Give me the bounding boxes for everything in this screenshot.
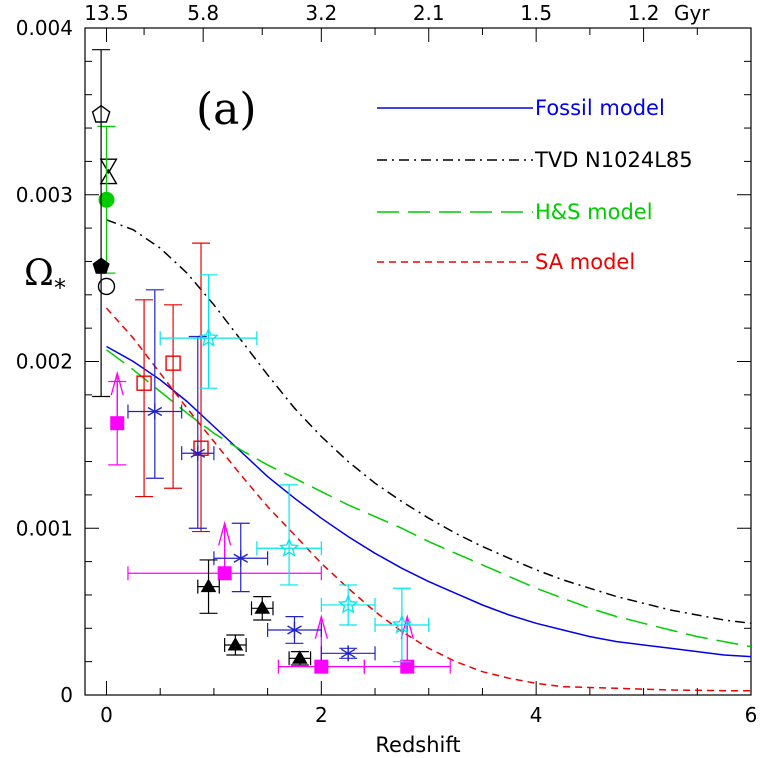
data-point <box>374 587 430 663</box>
data-point <box>320 584 376 626</box>
data-point <box>97 125 116 274</box>
marker-filled-square <box>400 659 415 674</box>
data-point <box>135 299 154 498</box>
x-axis-label: Redshift <box>375 733 460 757</box>
legend-label: H&S model <box>535 200 653 224</box>
y-tick-label: 0.004 <box>16 16 73 40</box>
x-tick-label: 6 <box>745 703 758 727</box>
marker-open-star <box>391 614 413 634</box>
top-axis-unit: Gyr <box>674 1 710 25</box>
curve-fossil-model <box>106 345 751 658</box>
top-tick-label: 13.5 <box>84 1 129 25</box>
top-tick-label: 3.2 <box>305 1 337 25</box>
legend-label: TVD N1024L85 <box>534 148 693 172</box>
lower-limit-arrow-head <box>218 520 232 546</box>
x-tick-label: 2 <box>315 703 328 727</box>
data-point <box>213 522 269 593</box>
legend-label: SA model <box>535 250 635 274</box>
data-point <box>97 277 116 296</box>
data-point <box>363 614 451 674</box>
marker-open-triangle-up <box>99 168 118 185</box>
y-tick-label: 0.001 <box>16 516 73 540</box>
marker-open-star <box>337 594 359 614</box>
x-tick-label: 0 <box>100 703 113 727</box>
data-point <box>320 645 376 662</box>
lower-limit-arrow-head <box>400 614 414 639</box>
data-point <box>224 634 247 656</box>
marker-open-circle <box>97 277 116 296</box>
panel-label: (a) <box>196 84 257 135</box>
marker-filled-square <box>217 566 232 581</box>
x-tick-label: 4 <box>530 703 543 727</box>
marker-open-star <box>198 327 219 347</box>
plot-frame <box>84 27 752 696</box>
axis-ticks: 0 2 4 6 0 0.001 0.002 0.003 0.004 13.5 5.8 3.2 2.1 1.… <box>16 1 758 727</box>
data-points <box>91 49 451 674</box>
marker-asterisk-stroke <box>147 406 163 417</box>
marker-open-star <box>278 537 300 557</box>
plot-border <box>84 27 752 696</box>
y-tick-label: 0.002 <box>16 350 73 374</box>
top-tick-label: 1.2 <box>628 1 660 25</box>
top-tick-label: 5.8 <box>187 1 219 25</box>
legend: Fossil model TVD N1024L85 H&S model SA mode… <box>377 96 693 274</box>
y-tick-label: 0.003 <box>16 183 73 207</box>
marker-filled-triangle <box>227 637 244 651</box>
data-point <box>267 616 322 644</box>
model-curves <box>105 219 751 692</box>
lower-limit-arrow-head <box>314 614 328 639</box>
data-point <box>99 168 118 185</box>
data-point <box>127 289 183 479</box>
data-point <box>99 158 118 175</box>
marker-filled-square <box>110 416 125 431</box>
lower-limit-arrow-head <box>110 370 124 396</box>
marker-asterisk-stroke <box>190 448 206 458</box>
legend-label: Fossil model <box>535 96 665 120</box>
y-tick-label: 0 <box>60 683 73 707</box>
marker-filled-triangle <box>292 650 308 664</box>
top-tick-label: 2.1 <box>413 1 445 25</box>
marker-filled-square <box>314 659 329 674</box>
y-axis-label: Ω <box>24 253 54 294</box>
y-axis-label-omega: Ω <box>24 253 54 294</box>
marker-asterisk-stroke <box>233 553 249 563</box>
data-point <box>108 370 127 466</box>
data-point <box>92 49 111 398</box>
marker-open-square <box>165 355 181 371</box>
data-point <box>197 559 220 614</box>
marker-asterisk-stroke <box>340 648 356 658</box>
marker-filled-circle <box>98 191 115 208</box>
data-point <box>256 484 322 586</box>
data-point <box>181 335 215 529</box>
data-point <box>192 242 211 533</box>
marker-filled-triangle <box>254 600 270 614</box>
data-point <box>250 596 274 621</box>
marker-asterisk-stroke <box>287 625 302 635</box>
curve-h-s-model <box>106 349 751 648</box>
top-tick-label: 1.5 <box>520 1 552 25</box>
marker-open-triangle-down <box>99 158 118 175</box>
data-point <box>288 650 312 666</box>
data-point <box>164 304 183 489</box>
marker-filled-triangle <box>200 578 217 593</box>
y-axis-label-subscript: * <box>54 274 66 302</box>
curve-sa-model <box>105 307 751 692</box>
data-point <box>159 274 258 389</box>
marker-open-square <box>136 375 152 391</box>
curve-tvd-n1024l85 <box>106 219 751 625</box>
